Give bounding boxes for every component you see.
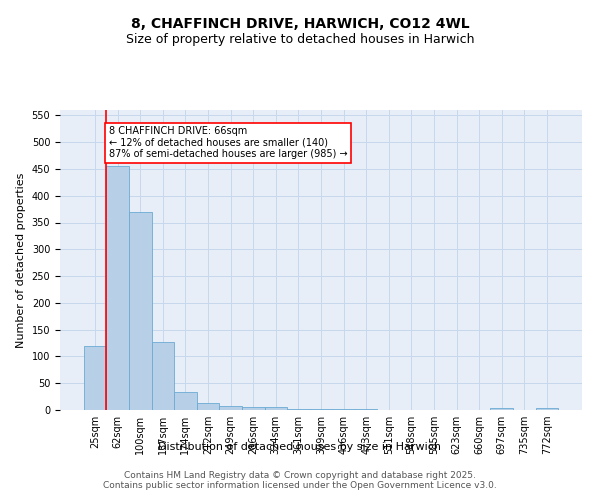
Bar bbox=[174, 392, 197, 410]
Text: Size of property relative to detached houses in Harwich: Size of property relative to detached ho… bbox=[126, 32, 474, 46]
Text: 8 CHAFFINCH DRIVE: 66sqm
← 12% of detached houses are smaller (140)
87% of semi-: 8 CHAFFINCH DRIVE: 66sqm ← 12% of detach… bbox=[109, 126, 347, 160]
Text: Contains HM Land Registry data © Crown copyright and database right 2025.
Contai: Contains HM Land Registry data © Crown c… bbox=[103, 470, 497, 490]
Bar bbox=[536, 408, 558, 410]
Bar bbox=[106, 166, 129, 410]
Bar bbox=[310, 409, 332, 410]
Bar bbox=[242, 408, 265, 410]
Y-axis label: Number of detached properties: Number of detached properties bbox=[16, 172, 26, 348]
Bar bbox=[197, 403, 220, 410]
Bar bbox=[490, 408, 513, 410]
Bar bbox=[265, 408, 287, 410]
Text: 8, CHAFFINCH DRIVE, HARWICH, CO12 4WL: 8, CHAFFINCH DRIVE, HARWICH, CO12 4WL bbox=[131, 18, 469, 32]
Bar bbox=[84, 346, 106, 410]
Bar bbox=[152, 342, 174, 410]
Bar bbox=[220, 406, 242, 410]
Bar bbox=[287, 409, 310, 410]
Bar bbox=[129, 212, 152, 410]
Text: Distribution of detached houses by size in Harwich: Distribution of detached houses by size … bbox=[158, 442, 442, 452]
